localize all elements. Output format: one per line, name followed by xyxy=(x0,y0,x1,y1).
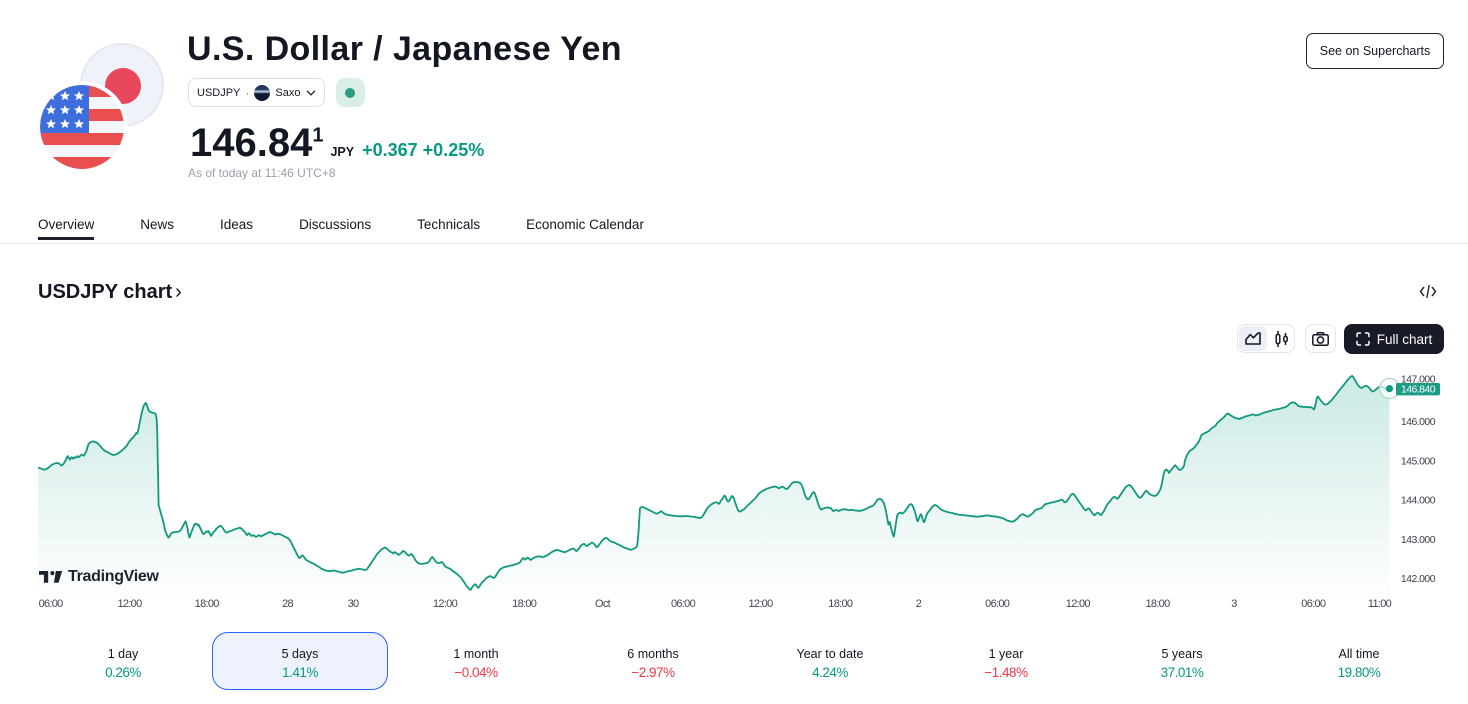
svg-text:30: 30 xyxy=(348,598,359,610)
svg-text:12:00: 12:00 xyxy=(748,598,773,610)
svg-text:142.000: 142.000 xyxy=(1401,573,1436,585)
svg-text:28: 28 xyxy=(282,598,293,610)
svg-text:12:00: 12:00 xyxy=(117,598,142,610)
svg-text:18:00: 18:00 xyxy=(512,598,537,610)
svg-text:143.000: 143.000 xyxy=(1401,534,1436,546)
svg-text:12:00: 12:00 xyxy=(433,598,458,610)
svg-text:18:00: 18:00 xyxy=(1145,598,1170,610)
svg-text:11:00: 11:00 xyxy=(1368,598,1392,610)
svg-text:06:00: 06:00 xyxy=(671,598,696,610)
svg-text:145.000: 145.000 xyxy=(1401,456,1436,468)
svg-text:06:00: 06:00 xyxy=(985,598,1010,610)
svg-text:3: 3 xyxy=(1231,598,1237,610)
svg-text:146.840: 146.840 xyxy=(1401,384,1436,396)
svg-text:Oct: Oct xyxy=(595,598,611,610)
svg-text:2: 2 xyxy=(916,598,922,610)
svg-text:06:00: 06:00 xyxy=(1301,598,1326,610)
svg-text:18:00: 18:00 xyxy=(195,598,220,610)
svg-text:12:00: 12:00 xyxy=(1066,598,1091,610)
svg-text:18:00: 18:00 xyxy=(828,598,853,610)
svg-text:06:00: 06:00 xyxy=(39,598,64,610)
svg-text:146.000: 146.000 xyxy=(1401,416,1436,428)
svg-text:144.000: 144.000 xyxy=(1401,495,1436,507)
svg-text:147.000: 147.000 xyxy=(1401,374,1436,386)
